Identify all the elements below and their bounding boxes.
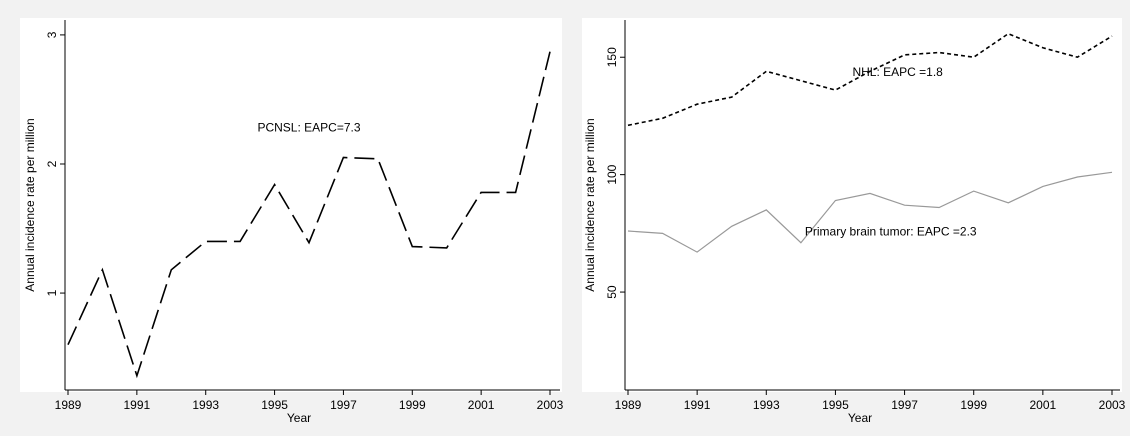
x-tick-label: 1995 [822, 398, 849, 412]
series-line-1 [627, 171, 1113, 253]
x-tick-label: 1997 [330, 398, 357, 412]
x-tick-label: 2001 [1030, 398, 1057, 412]
x-axis-title: Year [848, 411, 872, 425]
x-tick-label: 1997 [891, 398, 918, 412]
y-tick-label: 150 [605, 47, 619, 67]
annotation-label: PCNSL: EAPC=7.3 [257, 121, 360, 135]
y-axis-title: Annual incidence rate per million [23, 118, 37, 291]
plot-background [20, 18, 562, 392]
y-tick-label: 3 [45, 31, 59, 38]
x-tick-label: 1993 [753, 398, 780, 412]
annotation-label: Primary brain tumor: EAPC =2.3 [805, 225, 977, 239]
y-tick-label: 50 [605, 285, 619, 299]
x-tick-label: 1999 [960, 398, 987, 412]
x-tick-label: 1993 [192, 398, 219, 412]
x-tick-label: 1989 [615, 398, 642, 412]
x-tick-label: 1999 [399, 398, 426, 412]
x-tick-label: 2003 [1099, 398, 1126, 412]
x-axis-title: Year [287, 411, 311, 425]
annotation-label: NHL: EAPC =1.8 [852, 65, 943, 79]
y-tick-label: 2 [45, 160, 59, 167]
series-line-0 [67, 51, 551, 379]
x-tick-label: 1991 [124, 398, 151, 412]
y-axis-title: Annual incidence rate per million [583, 118, 597, 291]
x-tick-label: 2001 [468, 398, 495, 412]
x-tick-label: 1995 [261, 398, 288, 412]
x-tick-label: 2003 [537, 398, 564, 412]
y-tick-label: 1 [45, 289, 59, 296]
series-line-0 [627, 32, 1113, 127]
x-tick-label: 1989 [55, 398, 82, 412]
x-tick-label: 1991 [684, 398, 711, 412]
y-tick-label: 100 [605, 164, 619, 184]
